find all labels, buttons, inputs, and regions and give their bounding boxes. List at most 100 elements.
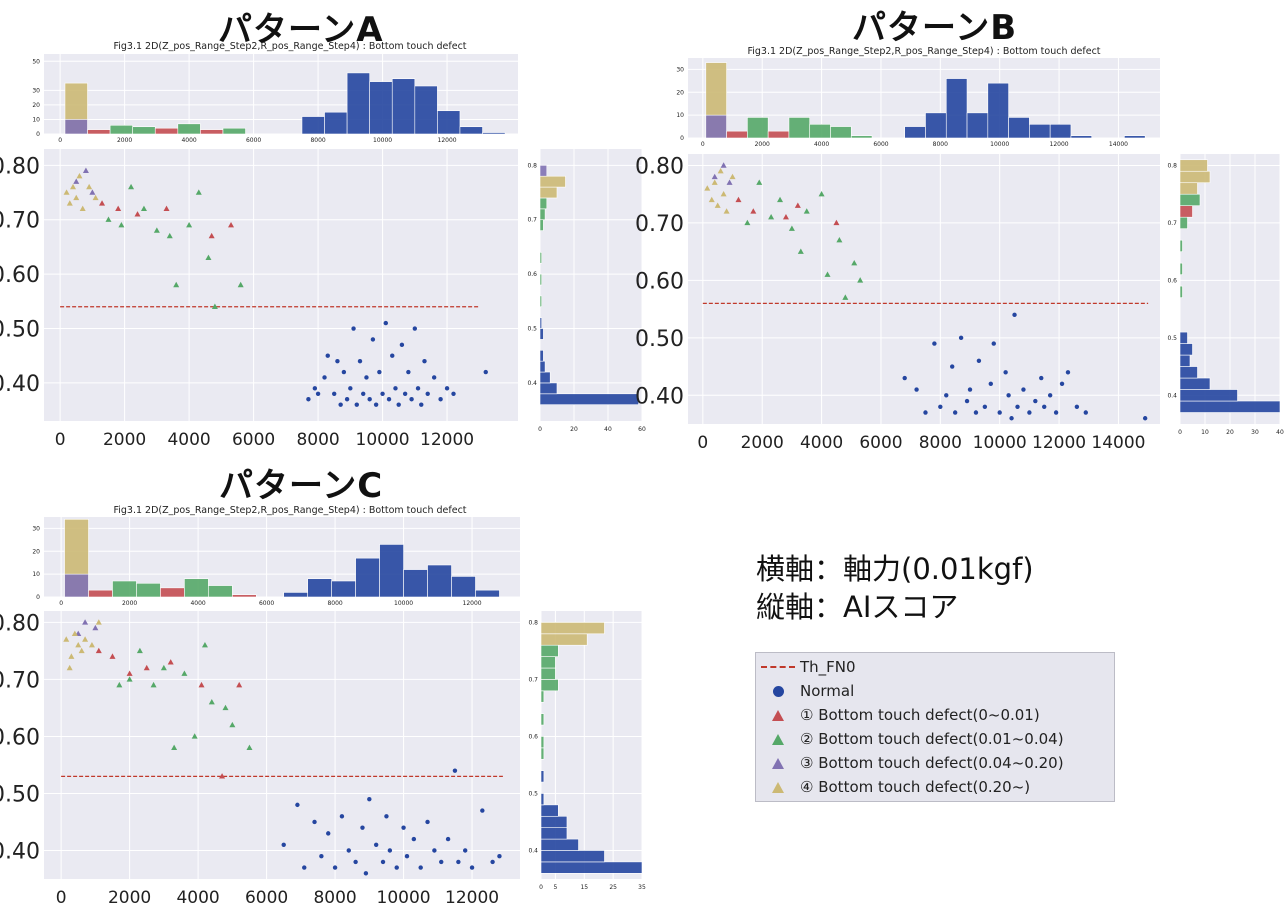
scatter-point-d4 bbox=[78, 647, 85, 654]
scatter-point-d2 bbox=[150, 681, 157, 688]
scatter-x-tick: 6000 bbox=[245, 888, 288, 908]
scatter-point-normal bbox=[351, 326, 356, 331]
scatter-point-normal bbox=[404, 853, 410, 859]
top-histogram-bar bbox=[945, 78, 968, 139]
side-histogram-x-tick: 15 bbox=[580, 884, 588, 891]
scatter-point-normal bbox=[432, 848, 437, 853]
scatter-x-tick: 2000 bbox=[103, 430, 146, 450]
scatter-point-d2 bbox=[160, 664, 167, 671]
scatter-point-normal bbox=[1142, 416, 1148, 421]
triangle-icon bbox=[772, 781, 784, 793]
scatter-point-d2 bbox=[818, 191, 825, 197]
top-histogram-y-tick: 0 bbox=[680, 135, 684, 142]
dashed-line-icon bbox=[761, 666, 795, 668]
side-histogram-y-tick: 0.7 bbox=[527, 217, 537, 224]
scatter-point-normal bbox=[380, 859, 386, 865]
scatter-point-d1 bbox=[794, 202, 801, 208]
scatter-point-normal bbox=[319, 853, 324, 859]
scatter-point-normal bbox=[326, 831, 331, 836]
side-histogram-bar bbox=[540, 815, 568, 828]
top-histogram-x-tick: 2000 bbox=[117, 137, 132, 144]
scatter-point-d2 bbox=[105, 216, 112, 222]
scatter-point-d2 bbox=[208, 699, 215, 705]
scatter-point-normal bbox=[367, 397, 372, 402]
side-histogram-x-tick: 25 bbox=[609, 884, 617, 891]
side-histogram-bar bbox=[1179, 182, 1198, 195]
scatter-point-normal bbox=[1074, 404, 1080, 409]
axes-note-y: 縦軸：AIスコア bbox=[756, 590, 959, 624]
top-histogram-bar bbox=[132, 126, 156, 135]
scatter-point-d3 bbox=[92, 624, 99, 631]
side-histogram-bar bbox=[539, 165, 548, 177]
scatter-point-normal bbox=[445, 836, 451, 842]
scatter-point-normal bbox=[401, 825, 406, 830]
scatter-point-d2 bbox=[857, 277, 864, 283]
scatter-point-normal bbox=[402, 391, 408, 396]
scatter-point-normal bbox=[967, 387, 973, 392]
top-histogram-x-tick: 0 bbox=[59, 600, 63, 607]
scatter-point-d4 bbox=[82, 636, 89, 642]
scatter-point-normal bbox=[384, 814, 389, 819]
scatter-point-d3 bbox=[89, 189, 96, 195]
top-histogram-bar bbox=[987, 82, 1009, 139]
scatter-point-normal bbox=[1012, 312, 1017, 318]
scatter-point-normal bbox=[490, 859, 495, 865]
top-histogram-bar bbox=[160, 587, 185, 598]
legend-item-normal: Normal bbox=[756, 680, 854, 702]
side-histogram-bar bbox=[539, 393, 639, 405]
scatter-point-d3 bbox=[726, 179, 733, 185]
scatter-point-d1 bbox=[735, 196, 742, 203]
side-histogram-y-tick: 0.8 bbox=[1167, 162, 1177, 169]
scatter-point-normal bbox=[452, 768, 458, 773]
scatter-x-tick: 14000 bbox=[1091, 433, 1145, 453]
pattern-c-title: パターンC bbox=[219, 466, 384, 506]
scatter-point-normal bbox=[439, 859, 444, 865]
scatter-point-d4 bbox=[66, 200, 73, 206]
scatter-point-normal bbox=[396, 402, 401, 407]
side-histogram-bar bbox=[1179, 285, 1183, 298]
scatter-point-normal bbox=[1053, 410, 1059, 415]
legend: Th_FN0 Normal ① Bottom touch defect(0~0.… bbox=[755, 652, 1115, 802]
legend-item-d1: ① Bottom touch defect(0~0.01) bbox=[756, 704, 1040, 726]
top-histogram-bar bbox=[1070, 135, 1093, 139]
top-histogram-y-tick: 30 bbox=[32, 525, 40, 532]
scatter-point-normal bbox=[469, 865, 475, 870]
top-histogram-bar bbox=[403, 569, 428, 598]
side-histogram-y-tick: 0.5 bbox=[528, 790, 538, 797]
side-histogram-y-tick: 0.7 bbox=[1167, 220, 1177, 227]
scatter-point-d1 bbox=[134, 211, 141, 217]
scatter-point-normal bbox=[383, 320, 388, 326]
top-histogram-bar bbox=[136, 582, 161, 598]
scatter-point-d1 bbox=[163, 205, 170, 212]
top-histogram-bar bbox=[726, 130, 748, 139]
top-histogram-y-tick: 10 bbox=[32, 571, 40, 578]
scatter-y-tick: 0.80 bbox=[0, 611, 40, 636]
side-histogram-x-tick: 0 bbox=[1178, 429, 1182, 436]
top-histogram-x-tick: 10000 bbox=[990, 141, 1009, 148]
scatter-point-d2 bbox=[803, 208, 810, 214]
scatter-point-d4 bbox=[717, 168, 724, 174]
legend-line-marker bbox=[756, 666, 800, 668]
scatter-point-d1 bbox=[208, 232, 215, 239]
scatter-point-d2 bbox=[788, 225, 795, 231]
side-histogram-x-tick: 60 bbox=[638, 426, 646, 433]
legend-item-d2: ② Bottom touch defect(0.01~0.04) bbox=[756, 728, 1064, 750]
scatter-point-normal bbox=[364, 375, 369, 380]
side-histogram-bar bbox=[1179, 193, 1201, 207]
side-histogram-bar bbox=[1179, 377, 1211, 390]
side-histogram-bar bbox=[539, 186, 558, 199]
legend-item-d4: ④ Bottom touch defect(0.20~) bbox=[756, 776, 1030, 798]
scatter-x-tick: 6000 bbox=[859, 433, 902, 453]
scatter-y-tick: 0.40 bbox=[635, 384, 684, 409]
side-histogram-bar bbox=[540, 679, 559, 692]
scatter-point-d2 bbox=[756, 179, 763, 185]
scatter-point-d2 bbox=[173, 281, 180, 288]
scatter-point-d2 bbox=[211, 303, 218, 309]
scatter-point-normal bbox=[1042, 404, 1047, 409]
side-histogram-y-tick: 0.8 bbox=[527, 162, 537, 169]
scatter-point-d4 bbox=[704, 185, 711, 191]
top-histogram-bar bbox=[788, 117, 811, 139]
legend-label: ① Bottom touch defect(0~0.01) bbox=[800, 706, 1040, 724]
scatter-point-normal bbox=[370, 337, 376, 342]
